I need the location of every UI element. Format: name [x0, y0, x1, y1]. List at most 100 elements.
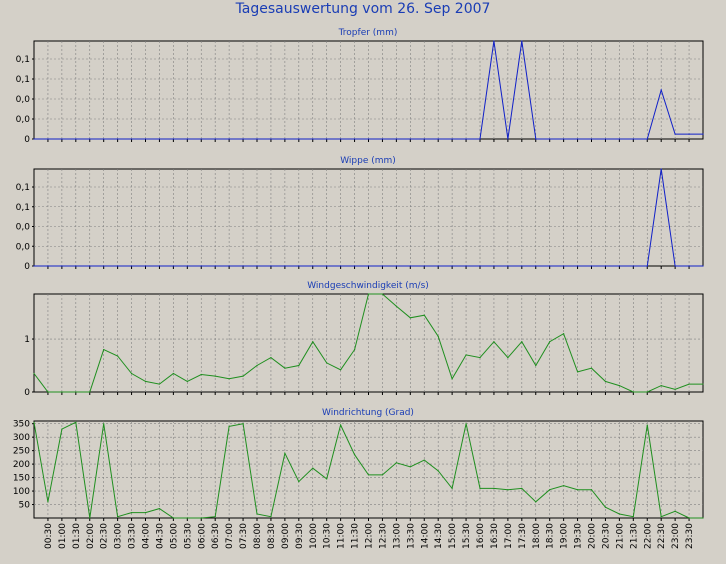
- tropfer-mm-data-point: [688, 133, 690, 135]
- tropfer-mm-data-point: [298, 138, 300, 140]
- windrichtung-grad-data-point: [646, 424, 648, 426]
- windgeschwindigkeit-m-s-data-point: [535, 364, 537, 367]
- windgeschwindigkeit-m-s-data-point: [437, 335, 439, 337]
- tropfer-mm-data-point: [256, 138, 258, 140]
- tropfer-mm-data-point: [563, 138, 565, 140]
- wippe-mm-data-point: [367, 265, 370, 267]
- wippe-mm-data-point: [312, 265, 314, 267]
- y-tick-label: 0,1: [16, 183, 30, 193]
- tropfer-mm-data-point: [493, 40, 495, 42]
- windgeschwindigkeit-m-s-data-point: [632, 391, 634, 393]
- windgeschwindigkeit-m-s-data-point: [507, 356, 509, 359]
- wippe-mm-data-point: [186, 265, 188, 267]
- tropfer-mm-data-point: [604, 138, 607, 140]
- wippe-mm-chart: Wippe (mm) 0 0,0 0,0 0,1 0,1: [16, 156, 704, 272]
- windrichtung-grad-data-point: [228, 425, 230, 427]
- y-tick-label: 100: [13, 487, 30, 497]
- tropfer-mm-data-point: [47, 138, 49, 140]
- tropfer-mm-data-point: [270, 138, 272, 140]
- y-tick-label: 350: [13, 420, 30, 430]
- windgeschwindigkeit-m-s-title: Windgeschwindigkeit (m/s): [307, 281, 429, 291]
- windgeschwindigkeit-m-s-data-point: [75, 391, 77, 393]
- windrichtung-grad-data-point: [298, 481, 300, 483]
- windgeschwindigkeit-m-s-data-point: [465, 354, 467, 356]
- tropfer-mm-data-point: [549, 138, 551, 140]
- x-tick-label: 03:30: [128, 523, 138, 549]
- x-tick-label: 12:00: [365, 523, 375, 549]
- windgeschwindigkeit-m-s-data-point: [409, 317, 411, 319]
- wippe-mm-data-point: [521, 265, 523, 267]
- wippe-mm-data-point: [535, 265, 537, 267]
- tropfer-mm-data-point: [172, 138, 174, 140]
- windrichtung-grad-data-point: [200, 517, 202, 519]
- wippe-mm-data-point: [256, 265, 258, 267]
- tropfer-mm-data-point: [535, 138, 537, 140]
- windrichtung-grad-data-point: [270, 516, 272, 518]
- windgeschwindigkeit-m-s-data-point: [576, 371, 579, 373]
- windgeschwindigkeit-m-s-data-point: [395, 305, 397, 307]
- x-tick-label: 08:30: [267, 523, 277, 549]
- tropfer-mm-data-point: [590, 138, 593, 140]
- windrichtung-grad-data-point: [103, 423, 105, 425]
- x-tick-label: 20:30: [601, 523, 611, 549]
- x-tick-label: 23:30: [685, 523, 695, 549]
- y-tick-label: 0: [24, 388, 30, 398]
- tropfer-mm-data-point: [632, 138, 634, 140]
- x-tick-label: 01:30: [72, 523, 82, 549]
- wippe-mm-data-point: [270, 265, 272, 267]
- tropfer-mm-data-point: [521, 40, 523, 42]
- y-tick-label: 250: [13, 447, 30, 457]
- windrichtung-grad-data-point: [437, 470, 439, 472]
- x-tick-label: 18:00: [532, 523, 542, 549]
- wippe-mm-data-point: [590, 265, 593, 267]
- y-tick-label: 0: [24, 135, 30, 145]
- wippe-mm-data-point: [61, 265, 63, 267]
- y-tick-label: 0,0: [16, 242, 31, 252]
- y-tick-label: 200: [13, 460, 30, 470]
- windgeschwindigkeit-m-s-data-point: [674, 388, 676, 390]
- windgeschwindigkeit-m-s-data-point: [702, 383, 704, 385]
- tropfer-mm-data-point: [409, 138, 411, 140]
- wippe-mm-data-point: [660, 168, 662, 170]
- x-tick-label: 15:00: [448, 523, 458, 549]
- x-tick-label: 19:30: [574, 523, 584, 549]
- x-tick-label: 18:30: [546, 523, 556, 549]
- x-tick-label: 05:00: [169, 523, 179, 549]
- x-tick-label: 08:00: [253, 523, 263, 549]
- windgeschwindigkeit-m-s-data-point: [242, 375, 244, 377]
- windgeschwindigkeit-m-s-data-point: [172, 372, 174, 375]
- windgeschwindigkeit-m-s-data-point: [563, 333, 565, 335]
- x-tick-label: 04:30: [155, 523, 165, 549]
- tropfer-mm-data-point: [367, 138, 370, 140]
- windrichtung-grad-data-point: [618, 513, 620, 515]
- windrichtung-grad-data-point: [75, 421, 77, 423]
- y-tick-label: 1: [24, 335, 30, 345]
- tropfer-mm-data-point: [214, 138, 216, 140]
- x-tick-label: 22:30: [657, 523, 667, 549]
- windgeschwindigkeit-m-s-data-point: [340, 369, 342, 371]
- wippe-mm-data-point: [479, 265, 481, 267]
- tropfer-mm-chart: Tropfer (mm) 0 0,0 0,0 0,1 0,1: [16, 28, 704, 145]
- wippe-mm-data-point: [688, 265, 690, 267]
- wippe-mm-data-point: [103, 265, 105, 267]
- windgeschwindigkeit-m-s-data-point: [381, 293, 384, 295]
- tropfer-mm-data-point: [451, 138, 453, 140]
- wippe-mm-data-point: [507, 265, 509, 267]
- tropfer-mm-data-point: [103, 138, 105, 140]
- windrichtung-grad-data-point: [172, 517, 174, 519]
- x-tick-label: 12:30: [378, 523, 388, 549]
- tropfer-mm-data-point: [353, 138, 356, 140]
- x-tick-label: 17:30: [518, 523, 528, 549]
- y-tick-label: 150: [13, 474, 30, 484]
- windrichtung-grad-data-point: [158, 507, 161, 510]
- y-tick-label: 0,0: [16, 95, 31, 105]
- windgeschwindigkeit-m-s-data-point: [200, 373, 202, 376]
- windgeschwindigkeit-m-s-data-point: [688, 383, 690, 385]
- windrichtung-grad-data-point: [47, 501, 49, 503]
- y-tick-label: 0,0: [16, 223, 31, 233]
- windgeschwindigkeit-m-s-data-point: [228, 378, 230, 380]
- tropfer-mm-data-point: [465, 138, 467, 140]
- tropfer-mm-data-point: [61, 138, 63, 140]
- windrichtung-grad-data-point: [702, 517, 704, 519]
- wippe-mm-data-point: [158, 265, 161, 267]
